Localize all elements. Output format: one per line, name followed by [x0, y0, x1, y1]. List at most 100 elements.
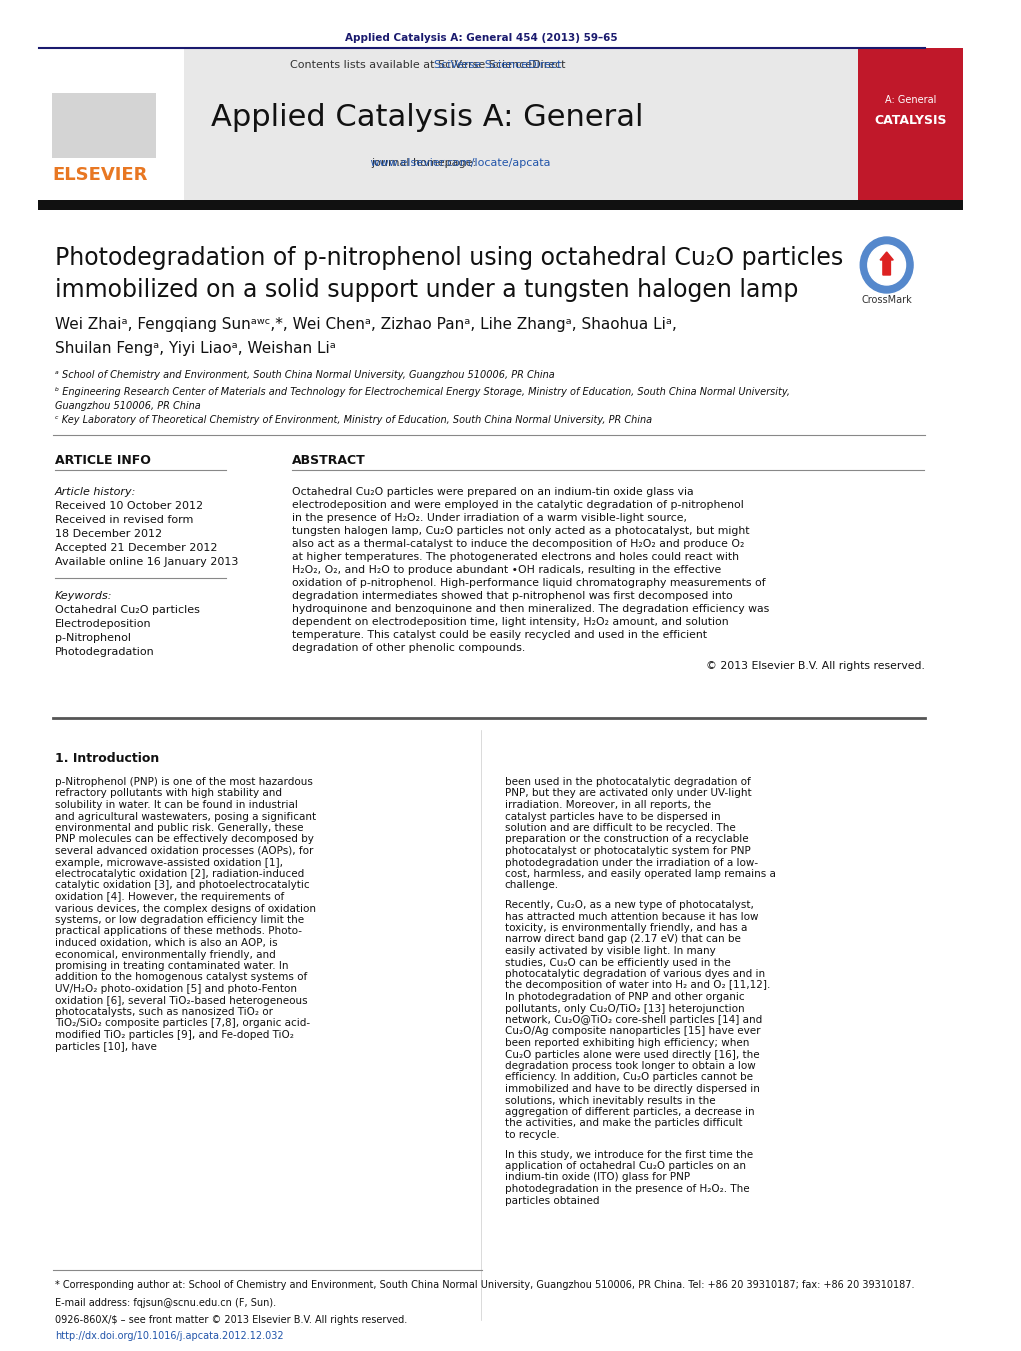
Text: indium-tin oxide (ITO) glass for PNP: indium-tin oxide (ITO) glass for PNP — [504, 1173, 690, 1182]
Circle shape — [868, 245, 906, 285]
Text: studies, Cu₂O can be efficiently used in the: studies, Cu₂O can be efficiently used in… — [504, 958, 730, 967]
Text: Electrodeposition: Electrodeposition — [55, 619, 151, 630]
Text: * Corresponding author at: School of Chemistry and Environment, South China Norm: * Corresponding author at: School of Che… — [55, 1279, 914, 1290]
Text: photocatalytic degradation of various dyes and in: photocatalytic degradation of various dy… — [504, 969, 765, 979]
Text: particles obtained: particles obtained — [504, 1196, 599, 1205]
Text: toxicity, is environmentally friendly, and has a: toxicity, is environmentally friendly, a… — [504, 923, 747, 934]
Text: oxidation [4]. However, the requirements of: oxidation [4]. However, the requirements… — [55, 892, 284, 902]
Text: immobilized on a solid support under a tungsten halogen lamp: immobilized on a solid support under a t… — [55, 278, 798, 303]
Text: photodegradation in the presence of H₂O₂. The: photodegradation in the presence of H₂O₂… — [504, 1183, 749, 1194]
Text: the decomposition of water into H₂ and O₂ [11,12].: the decomposition of water into H₂ and O… — [504, 981, 770, 990]
Text: degradation of other phenolic compounds.: degradation of other phenolic compounds. — [292, 643, 526, 653]
Text: E-mail address: fqjsun@scnu.edu.cn (F, Sun).: E-mail address: fqjsun@scnu.edu.cn (F, S… — [55, 1298, 276, 1308]
Circle shape — [861, 236, 913, 293]
Text: particles [10], have: particles [10], have — [55, 1042, 156, 1051]
Bar — [52, 93, 155, 158]
Text: pollutants, only Cu₂O/TiO₂ [13] heterojunction: pollutants, only Cu₂O/TiO₂ [13] heteroju… — [504, 1004, 744, 1013]
Text: application of octahedral Cu₂O particles on an: application of octahedral Cu₂O particles… — [504, 1161, 745, 1171]
Text: 1. Introduction: 1. Introduction — [55, 751, 159, 765]
Text: catalyst particles have to be dispersed in: catalyst particles have to be dispersed … — [504, 812, 720, 821]
Text: www.elsevier.com/locate/apcata: www.elsevier.com/locate/apcata — [304, 158, 550, 168]
Text: example, microwave-assisted oxidation [1],: example, microwave-assisted oxidation [1… — [55, 858, 283, 867]
Text: in the presence of H₂O₂. Under irradiation of a warm visible-light source,: in the presence of H₂O₂. Under irradiati… — [292, 513, 687, 523]
Text: PNP, but they are activated only under UV-light: PNP, but they are activated only under U… — [504, 789, 751, 798]
Text: p-Nitrophenol (PNP) is one of the most hazardous: p-Nitrophenol (PNP) is one of the most h… — [55, 777, 312, 788]
Text: journal homepage:: journal homepage: — [372, 158, 483, 168]
Text: Applied Catalysis A: General: Applied Catalysis A: General — [211, 104, 643, 132]
Text: hydroquinone and benzoquinone and then mineralized. The degradation efficiency w: hydroquinone and benzoquinone and then m… — [292, 604, 770, 613]
Text: ABSTRACT: ABSTRACT — [292, 454, 367, 466]
Text: been reported exhibiting high efficiency; when: been reported exhibiting high efficiency… — [504, 1038, 749, 1048]
Text: ᵃ School of Chemistry and Environment, South China Normal University, Guangzhou : ᵃ School of Chemistry and Environment, S… — [55, 370, 554, 380]
Text: CATALYSIS: CATALYSIS — [874, 113, 946, 127]
Text: aggregation of different particles, a decrease in: aggregation of different particles, a de… — [504, 1106, 755, 1117]
FancyArrow shape — [880, 253, 893, 276]
Text: also act as a thermal-catalyst to induce the decomposition of H₂O₂ and produce O: also act as a thermal-catalyst to induce… — [292, 539, 744, 549]
Text: oxidation [6], several TiO₂-based heterogeneous: oxidation [6], several TiO₂-based hetero… — [55, 996, 307, 1005]
Text: irradiation. Moreover, in all reports, the: irradiation. Moreover, in all reports, t… — [504, 800, 711, 811]
Text: practical applications of these methods. Photo-: practical applications of these methods.… — [55, 927, 302, 936]
Text: catalytic oxidation [3], and photoelectrocatalytic: catalytic oxidation [3], and photoelectr… — [55, 881, 309, 890]
Text: addition to the homogenous catalyst systems of: addition to the homogenous catalyst syst… — [55, 973, 307, 982]
Text: photocatalysts, such as nanosized TiO₂ or: photocatalysts, such as nanosized TiO₂ o… — [55, 1006, 273, 1017]
Text: solubility in water. It can be found in industrial: solubility in water. It can be found in … — [55, 800, 297, 811]
Text: dependent on electrodeposition time, light intensity, H₂O₂ amount, and solution: dependent on electrodeposition time, lig… — [292, 617, 729, 627]
Text: preparation or the construction of a recyclable: preparation or the construction of a rec… — [504, 835, 748, 844]
Text: © 2013 Elsevier B.V. All rights reserved.: © 2013 Elsevier B.V. All rights reserved… — [706, 661, 924, 671]
Text: TiO₂/SiO₂ composite particles [7,8], organic acid-: TiO₂/SiO₂ composite particles [7,8], org… — [55, 1019, 309, 1028]
Text: narrow direct band gap (2.17 eV) that can be: narrow direct band gap (2.17 eV) that ca… — [504, 935, 740, 944]
Text: been used in the photocatalytic degradation of: been used in the photocatalytic degradat… — [504, 777, 750, 788]
Bar — [38, 200, 963, 209]
Text: In photodegradation of PNP and other organic: In photodegradation of PNP and other org… — [504, 992, 744, 1002]
Bar — [38, 49, 184, 200]
Text: modified TiO₂ particles [9], and Fe-doped TiO₂: modified TiO₂ particles [9], and Fe-dope… — [55, 1029, 294, 1040]
Text: Photodegradation of p-nitrophenol using octahedral Cu₂O particles: Photodegradation of p-nitrophenol using … — [55, 246, 843, 270]
Text: 18 December 2012: 18 December 2012 — [55, 530, 162, 539]
Bar — [38, 49, 859, 200]
Text: photodegradation under the irradiation of a low-: photodegradation under the irradiation o… — [504, 858, 758, 867]
Text: Octahedral Cu₂O particles were prepared on an indium-tin oxide glass via: Octahedral Cu₂O particles were prepared … — [292, 486, 694, 497]
Text: ᶜ Key Laboratory of Theoretical Chemistry of Environment, Ministry of Education,: ᶜ Key Laboratory of Theoretical Chemistr… — [55, 415, 651, 426]
Text: Received 10 October 2012: Received 10 October 2012 — [55, 501, 203, 511]
Text: Applied Catalysis A: General 454 (2013) 59–65: Applied Catalysis A: General 454 (2013) … — [345, 32, 618, 43]
Text: ARTICLE INFO: ARTICLE INFO — [55, 454, 150, 466]
Text: environmental and public risk. Generally, these: environmental and public risk. Generally… — [55, 823, 303, 834]
Text: oxidation of p-nitrophenol. High-performance liquid chromatography measurements : oxidation of p-nitrophenol. High-perform… — [292, 578, 766, 588]
Text: the activities, and make the particles difficult: the activities, and make the particles d… — [504, 1119, 742, 1128]
Text: challenge.: challenge. — [504, 881, 558, 890]
Text: immobilized and have to be directly dispersed in: immobilized and have to be directly disp… — [504, 1084, 760, 1094]
Text: Received in revised form: Received in revised form — [55, 515, 193, 526]
Text: In this study, we introduce for the first time the: In this study, we introduce for the firs… — [504, 1150, 752, 1159]
Text: Accepted 21 December 2012: Accepted 21 December 2012 — [55, 543, 217, 553]
Text: A: General: A: General — [884, 95, 936, 105]
Text: Guangzhou 510006, PR China: Guangzhou 510006, PR China — [55, 401, 200, 411]
Text: Octahedral Cu₂O particles: Octahedral Cu₂O particles — [55, 605, 199, 615]
Text: to recycle.: to recycle. — [504, 1129, 560, 1140]
Text: systems, or low degradation efficiency limit the: systems, or low degradation efficiency l… — [55, 915, 304, 925]
Text: http://dx.doi.org/10.1016/j.apcata.2012.12.032: http://dx.doi.org/10.1016/j.apcata.2012.… — [55, 1331, 284, 1342]
Text: degradation intermediates showed that p-nitrophenol was first decomposed into: degradation intermediates showed that p-… — [292, 590, 733, 601]
Text: Shuilan Fengᵃ, Yiyi Liaoᵃ, Weishan Liᵃ: Shuilan Fengᵃ, Yiyi Liaoᵃ, Weishan Liᵃ — [55, 340, 336, 355]
Text: Article history:: Article history: — [55, 486, 136, 497]
Text: various devices, the complex designs of oxidation: various devices, the complex designs of … — [55, 904, 315, 913]
Text: and agricultural wastewaters, posing a significant: and agricultural wastewaters, posing a s… — [55, 812, 315, 821]
Text: Contents lists available at SciVerse ScienceDirect: Contents lists available at SciVerse Sci… — [290, 59, 565, 70]
Text: Keywords:: Keywords: — [55, 590, 112, 601]
Text: Photodegradation: Photodegradation — [55, 647, 154, 657]
Text: Wei Zhaiᵃ, Fengqiang Sunᵃʷᶜ,*, Wei Chenᵃ, Zizhao Panᵃ, Lihe Zhangᵃ, Shaohua Liᵃ,: Wei Zhaiᵃ, Fengqiang Sunᵃʷᶜ,*, Wei Chenᵃ… — [55, 316, 677, 331]
Text: Cu₂O/Ag composite nanoparticles [15] have ever: Cu₂O/Ag composite nanoparticles [15] hav… — [504, 1027, 761, 1036]
Text: Available online 16 January 2013: Available online 16 January 2013 — [55, 557, 238, 567]
Text: ELSEVIER: ELSEVIER — [52, 166, 147, 184]
Text: Cu₂O particles alone were used directly [16], the: Cu₂O particles alone were used directly … — [504, 1050, 760, 1059]
Text: cost, harmless, and easily operated lamp remains a: cost, harmless, and easily operated lamp… — [504, 869, 776, 880]
Text: SciVerse ScienceDirect: SciVerse ScienceDirect — [294, 59, 562, 70]
Text: H₂O₂, O₂, and H₂O to produce abundant •OH radicals, resulting in the effective: H₂O₂, O₂, and H₂O to produce abundant •O… — [292, 565, 722, 576]
Text: solution and are difficult to be recycled. The: solution and are difficult to be recycle… — [504, 823, 735, 834]
Text: ᵇ Engineering Research Center of Materials and Technology for Electrochemical En: ᵇ Engineering Research Center of Materia… — [55, 386, 789, 397]
Text: p-Nitrophenol: p-Nitrophenol — [55, 634, 131, 643]
Text: UV/H₂O₂ photo-oxidation [5] and photo-Fenton: UV/H₂O₂ photo-oxidation [5] and photo-Fe… — [55, 984, 297, 994]
Text: economical, environmentally friendly, and: economical, environmentally friendly, an… — [55, 950, 276, 959]
Text: solutions, which inevitably results in the: solutions, which inevitably results in t… — [504, 1096, 716, 1105]
Text: promising in treating contaminated water. In: promising in treating contaminated water… — [55, 961, 288, 971]
Text: network, Cu₂O@TiO₂ core-shell particles [14] and: network, Cu₂O@TiO₂ core-shell particles … — [504, 1015, 762, 1025]
